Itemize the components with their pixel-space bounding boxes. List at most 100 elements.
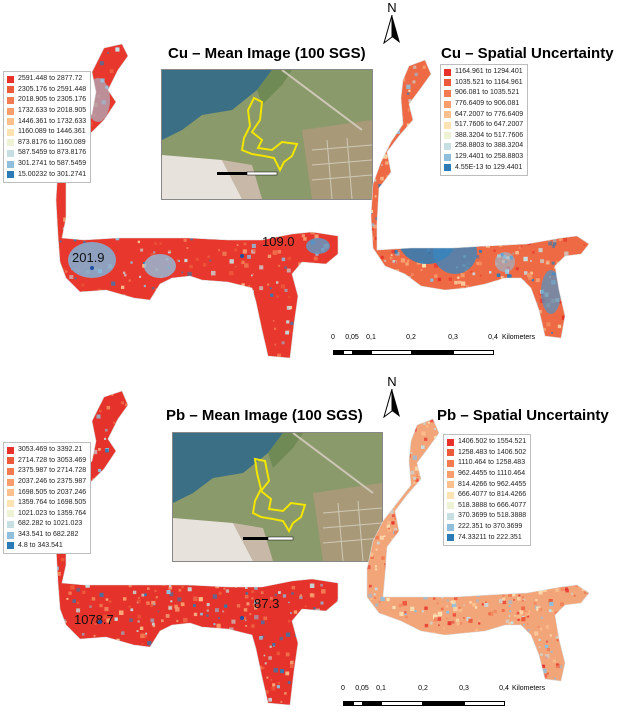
legend-swatch [7,118,14,126]
legend-swatch [7,457,14,465]
legend-swatch [444,79,451,87]
legend-label: 3053.469 to 3392.21 [18,446,83,454]
legend-row: 1698.505 to 2037.246 [7,487,86,498]
legend-swatch [7,86,14,94]
legend-swatch [447,459,454,467]
legend-label: 258.8803 to 388.3204 [455,142,524,150]
legend-row: 1021.023 to 1359.764 [7,509,86,520]
pb-mean-title: Pb – Mean Image (100 SGS) [166,407,363,424]
legend-swatch [7,139,14,147]
legend-row: 1164.961 to 1294.401 [444,67,523,78]
legend-row: 388.3204 to 517.7606 [444,131,523,142]
legend-swatch [447,438,454,446]
scale-tick: 0 [331,334,335,341]
pb-unc-title: Pb – Spatial Uncertainty [437,407,609,424]
legend-swatch [7,499,14,507]
legend-label: 647.2007 to 776.6409 [455,110,524,118]
legend-row: 517.7606 to 647.2007 [444,120,523,131]
legend-label: 587.5459 to 873.8176 [18,149,87,157]
legend-swatch [7,510,14,518]
legend-swatch [7,542,14,550]
legend-row: 1406.502 to 1554.521 [447,437,526,448]
legend-label: 388.3204 to 517.7606 [455,131,524,139]
legend-row: 1359.764 to 1698.505 [7,498,86,509]
legend-row: 1446.361 to 1732.633 [7,116,86,127]
legend-label: 906.081 to 1035.521 [455,89,520,97]
legend-label: 1035.521 to 1164.961 [455,78,523,86]
north-arrow-icon [383,14,400,45]
legend-swatch [444,89,451,97]
scale-unit: Kilometers [512,685,546,692]
legend-label: 301.2741 to 587.5459 [18,160,87,168]
legend-label: 1359.764 to 1698.505 [18,499,87,507]
legend-row: 814.4266 to 962.4455 [447,479,526,490]
cu-marker-dot-1 [90,266,94,270]
legend-row: 518.3888 to 666.4077 [447,501,526,512]
scale-tick: 0,3 [448,334,458,341]
legend-row: 129.4401 to 258.8803 [444,152,523,163]
legend-swatch [447,512,454,520]
pb-satellite-inset [172,432,383,562]
legend-swatch [447,534,454,542]
legend-row: 1110.464 to 1258.483 [447,458,526,469]
legend-swatch [7,478,14,486]
legend-swatch [444,100,451,108]
legend-swatch [447,502,454,510]
legend-label: 1110.464 to 1258.483 [458,459,526,467]
legend-label: 776.6409 to 906.081 [455,100,520,108]
scalebar-top: 0 0,05 0,1 0,2 0,3 0,4 Kilometers [330,334,630,366]
legend-swatch [447,523,454,531]
legend-row: 962.4455 to 1110.464 [447,469,526,480]
legend-row: 74.33211 to 222.351 [447,532,526,543]
legend-label: 1021.023 to 1359.764 [18,509,87,517]
legend-row: 4.55E-13 to 129.4401 [444,162,523,173]
pb-marker-dot-2 [240,616,244,620]
pb-marker-1: 1078.7 [74,612,114,627]
legend-label: 2018.905 to 2305.176 [18,96,87,104]
scale-tick: 0 [341,685,345,692]
legend-row: 1160.089 to 1446.361 [7,127,86,138]
legend-row: 2375.987 to 2714.728 [7,466,86,477]
legend-row: 682.282 to 1021.023 [7,519,86,530]
legend-swatch [444,164,451,172]
pb-unc-legend: 1406.502 to 1554.521 1258.483 to 1406.502… [443,434,532,546]
cu-unc-title: Cu – Spatial Uncertainty [441,45,614,62]
legend-row: 1732.633 to 2018.905 [7,106,86,117]
legend-swatch [7,75,14,83]
legend-label: 2714.728 to 3053.469 [18,456,87,464]
legend-label: 517.7606 to 647.2007 [455,121,524,129]
legend-row: 647.2007 to 776.6409 [444,109,523,120]
legend-row: 2591.448 to 2877.72 [7,74,86,85]
legend-row: 370.3699 to 518.3888 [447,511,526,522]
scale-tick: 0,3 [459,685,469,692]
north-arrow-bottom: N [380,374,404,424]
legend-label: 1698.505 to 2037.246 [18,488,87,496]
legend-swatch [444,132,451,140]
legend-row: 2018.905 to 2305.176 [7,95,86,106]
north-arrow-icon [383,388,400,419]
legend-swatch [7,446,14,454]
legend-label: 1732.633 to 2018.905 [18,107,87,115]
legend-label: 814.4266 to 962.4455 [458,480,527,488]
legend-row: 15.00232 to 301.2741 [7,169,86,180]
legend-label: 222.351 to 370.3699 [458,523,523,531]
pb-marker-dot-1 [98,620,102,624]
legend-swatch [447,470,454,478]
legend-label: 666.4077 to 814.4266 [458,491,527,499]
legend-label: 1160.089 to 1446.361 [18,128,86,136]
scale-unit: Kilometers [502,334,536,341]
scalebar-bottom: 0 0,05 0,1 0,2 0,3 0,4 Kilometers [340,685,630,717]
legend-label: 2037.246 to 2375.987 [18,478,87,486]
legend-row: 873.8176 to 1160.089 [7,138,86,149]
legend-swatch [7,128,14,136]
legend-row: 4.8 to 343.541 [7,540,86,551]
legend-swatch [444,68,451,76]
legend-label: 343.541 to 682.282 [18,531,79,539]
pb-marker-2: 87.3 [254,596,280,611]
legend-label: 1446.361 to 1732.633 [18,117,87,125]
legend-label: 1164.961 to 1294.401 [455,68,523,76]
legend-swatch [7,489,14,497]
scale-tick: 0,05 [345,334,359,341]
cu-marker-2: 109.0 [262,234,295,249]
legend-label: 682.282 to 1021.023 [18,520,83,528]
